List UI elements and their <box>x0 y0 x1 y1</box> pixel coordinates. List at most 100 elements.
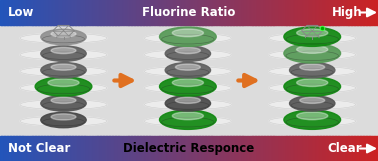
Bar <box>124 136 126 161</box>
Bar <box>270 0 272 25</box>
Bar <box>345 0 347 25</box>
Bar <box>285 0 287 25</box>
Bar <box>300 0 302 25</box>
Bar <box>277 136 279 161</box>
Ellipse shape <box>165 46 211 61</box>
Bar <box>339 136 341 161</box>
Bar <box>189 0 191 25</box>
Bar <box>163 136 164 161</box>
Bar <box>204 136 206 161</box>
Bar <box>19 136 21 161</box>
Bar <box>166 0 167 25</box>
Ellipse shape <box>20 83 107 93</box>
Bar <box>31 0 33 25</box>
Bar <box>15 136 17 161</box>
Bar <box>325 136 327 161</box>
Bar <box>180 0 182 25</box>
Bar <box>242 136 244 161</box>
Bar <box>326 0 328 25</box>
Ellipse shape <box>300 64 325 70</box>
Ellipse shape <box>20 50 107 60</box>
Bar <box>43 0 45 25</box>
Bar <box>166 136 167 161</box>
Bar <box>236 136 238 161</box>
Bar <box>282 136 284 161</box>
Bar <box>334 0 336 25</box>
Bar <box>331 136 333 161</box>
Ellipse shape <box>160 110 216 129</box>
Bar <box>12 136 14 161</box>
Bar <box>304 0 306 25</box>
Bar <box>55 0 56 25</box>
Bar <box>263 136 265 161</box>
Bar <box>308 0 310 25</box>
Bar <box>246 136 248 161</box>
Bar <box>288 0 290 25</box>
Bar <box>68 0 70 25</box>
Ellipse shape <box>284 110 341 129</box>
Bar <box>25 136 27 161</box>
Bar <box>202 0 204 25</box>
Bar <box>303 136 305 161</box>
Bar <box>235 136 237 161</box>
Bar <box>127 0 129 25</box>
Bar <box>140 0 142 25</box>
Bar <box>37 136 39 161</box>
Bar <box>195 0 197 25</box>
Bar <box>342 136 344 161</box>
Bar <box>139 136 141 161</box>
Bar <box>338 0 340 25</box>
Bar <box>280 0 282 25</box>
Bar <box>257 136 259 161</box>
Bar <box>2 136 3 161</box>
Bar <box>15 0 17 25</box>
Ellipse shape <box>165 62 211 78</box>
Bar <box>260 136 262 161</box>
Bar <box>239 136 241 161</box>
Bar <box>176 136 178 161</box>
Bar <box>363 0 365 25</box>
Bar <box>36 0 37 25</box>
Ellipse shape <box>284 77 341 96</box>
Bar <box>171 0 173 25</box>
Bar <box>202 136 204 161</box>
Bar <box>181 0 183 25</box>
Bar <box>96 0 98 25</box>
Bar <box>183 136 185 161</box>
Bar <box>341 136 343 161</box>
Bar <box>217 0 219 25</box>
Bar <box>326 136 328 161</box>
Ellipse shape <box>20 33 107 43</box>
Bar <box>362 136 364 161</box>
Bar <box>130 136 132 161</box>
Bar <box>230 0 232 25</box>
Bar <box>233 0 235 25</box>
Bar <box>18 136 20 161</box>
Bar <box>321 136 322 161</box>
Bar <box>228 0 229 25</box>
Ellipse shape <box>297 29 328 37</box>
Ellipse shape <box>269 50 356 60</box>
Bar <box>184 136 186 161</box>
Bar <box>23 136 25 161</box>
Bar <box>146 136 148 161</box>
Bar <box>208 136 210 161</box>
Bar <box>359 136 361 161</box>
Ellipse shape <box>172 79 203 86</box>
Bar <box>319 136 321 161</box>
Bar <box>292 136 294 161</box>
Bar <box>360 136 362 161</box>
Bar <box>191 136 192 161</box>
Ellipse shape <box>41 29 86 45</box>
Bar <box>356 136 358 161</box>
Bar <box>300 136 302 161</box>
Bar <box>6 0 8 25</box>
Bar <box>78 136 80 161</box>
Bar <box>125 0 127 25</box>
Bar <box>163 0 164 25</box>
Bar <box>232 136 234 161</box>
Bar <box>239 0 241 25</box>
Bar <box>53 0 55 25</box>
Bar <box>149 136 151 161</box>
Bar <box>114 0 116 25</box>
